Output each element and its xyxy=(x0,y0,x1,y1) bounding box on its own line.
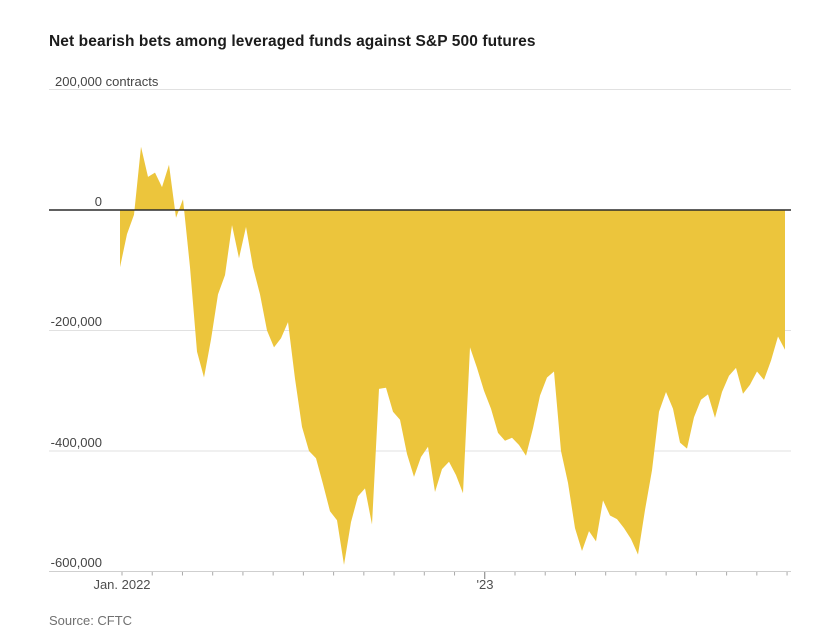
y-axis-label-neg200000: -200,000 xyxy=(50,314,102,329)
y-axis-label-0: 0 xyxy=(94,194,102,209)
y-axis-label-neg600000: -600,000 xyxy=(50,555,102,570)
source-note: Source: CFTC xyxy=(49,613,133,628)
area-fill-net-position xyxy=(120,146,785,565)
chart-title: Net bearish bets among leveraged funds a… xyxy=(49,33,536,50)
x-axis-label-jan-2022: Jan. 2022 xyxy=(93,577,151,592)
y-axis-label-neg400000: -400,000 xyxy=(50,435,102,450)
x-axis-label-23: '23 xyxy=(476,577,494,592)
y-axis-label-200000: 200,000 contracts xyxy=(55,74,159,89)
